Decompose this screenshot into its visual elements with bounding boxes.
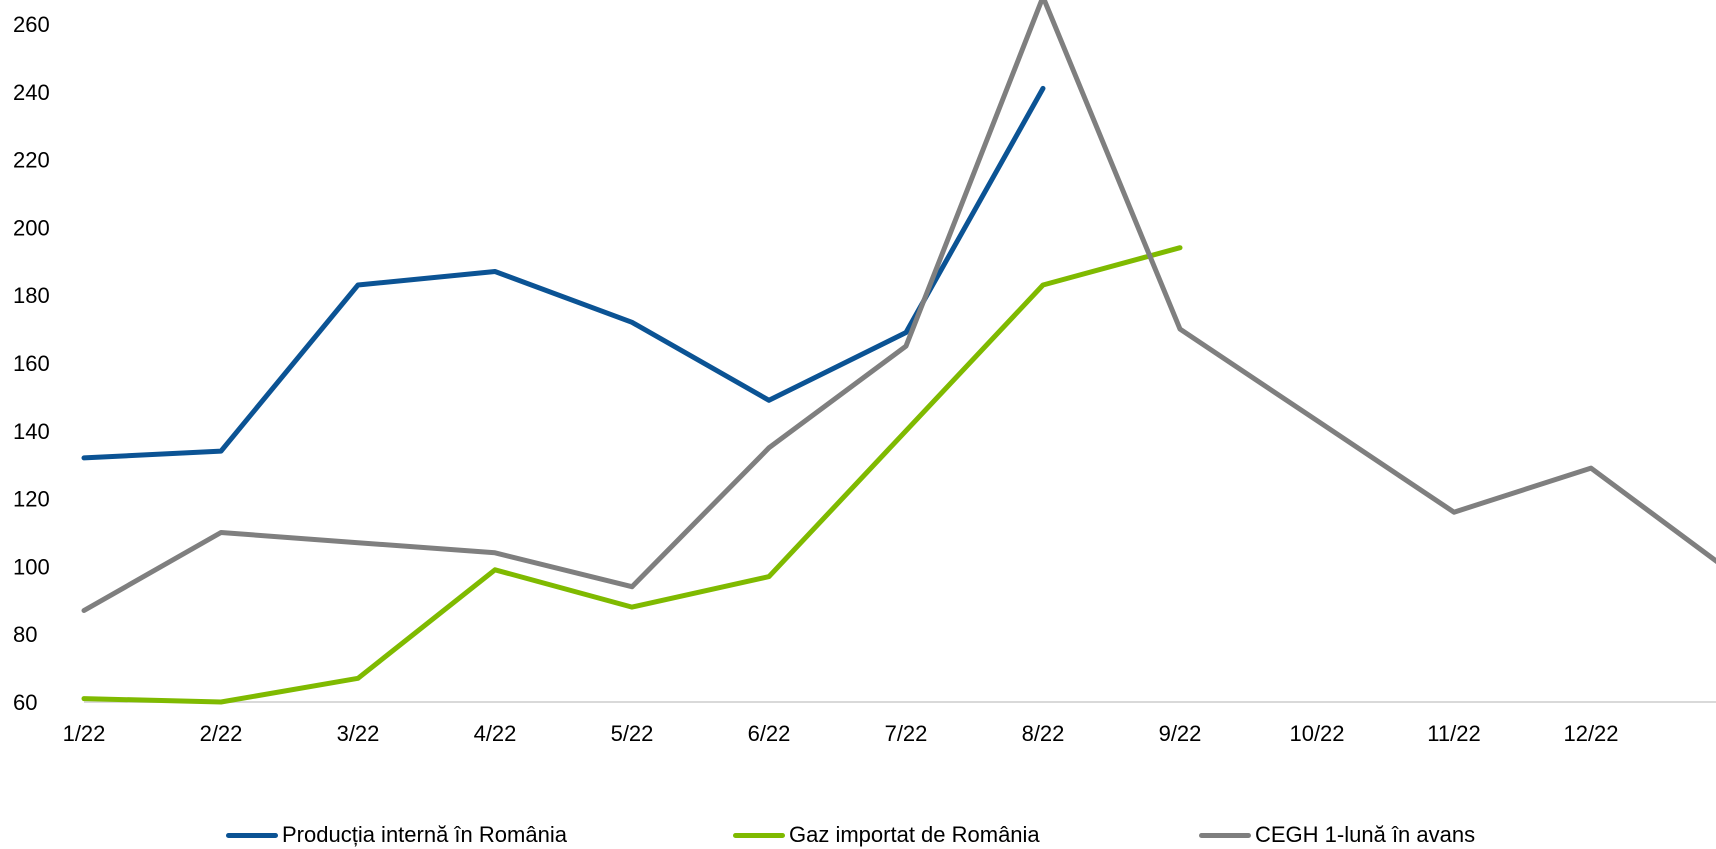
- y-tick-label: 120: [13, 487, 50, 512]
- x-tick-label: 6/22: [748, 721, 791, 746]
- y-tick-label: 60: [13, 690, 37, 715]
- legend-swatch-gaz-importat: [733, 832, 785, 838]
- x-tick-label: 12/22: [1563, 721, 1618, 746]
- legend-item-cegh: CEGH 1-lună în avans: [1199, 818, 1475, 849]
- y-tick-label: 180: [13, 283, 50, 308]
- x-tick-label: 10/22: [1289, 721, 1344, 746]
- legend: Producția internă în România Gaz importa…: [0, 818, 1716, 849]
- y-axis-ticks: 60 80 100 120 140 160 180 200 220 240 260: [13, 12, 50, 715]
- x-axis-ticks: 1/22 2/22 3/22 4/22 5/22 6/22 7/22 8/22 9/22 10/2…: [63, 721, 1619, 746]
- legend-swatch-cegh: [1199, 832, 1251, 838]
- y-tick-label: 140: [13, 419, 50, 444]
- legend-item-gaz-importat: Gaz importat de România: [733, 818, 1040, 849]
- x-tick-label: 3/22: [337, 721, 380, 746]
- x-tick-label: 2/22: [200, 721, 243, 746]
- x-tick-label: 7/22: [885, 721, 928, 746]
- y-tick-label: 200: [13, 215, 50, 240]
- legend-label-gaz-importat: Gaz importat de România: [789, 822, 1040, 847]
- y-tick-label: 160: [13, 351, 50, 376]
- x-tick-label: 8/22: [1022, 721, 1065, 746]
- y-tick-label: 80: [13, 622, 37, 647]
- y-tick-label: 100: [13, 554, 50, 579]
- y-tick-label: 240: [13, 80, 50, 105]
- legend-label-productia-interna: Producția internă în România: [282, 822, 567, 847]
- x-tick-label: 5/22: [611, 721, 654, 746]
- series-line-0: [81, 85, 1046, 461]
- x-tick-label: 4/22: [474, 721, 517, 746]
- legend-label-cegh: CEGH 1-lună în avans: [1255, 822, 1476, 847]
- series-lines: [81, 0, 1716, 705]
- series-line-1: [81, 245, 1183, 705]
- y-tick-label: 260: [13, 12, 50, 37]
- legend-swatch-productia-interna: [226, 832, 278, 838]
- x-tick-label: 1/22: [63, 721, 106, 746]
- series-line-2: [81, 0, 1716, 613]
- y-tick-label: 220: [13, 148, 50, 173]
- x-tick-label: 9/22: [1159, 721, 1202, 746]
- legend-item-productia-interna: Producția internă în România: [226, 818, 567, 849]
- x-tick-label: 11/22: [1427, 721, 1480, 746]
